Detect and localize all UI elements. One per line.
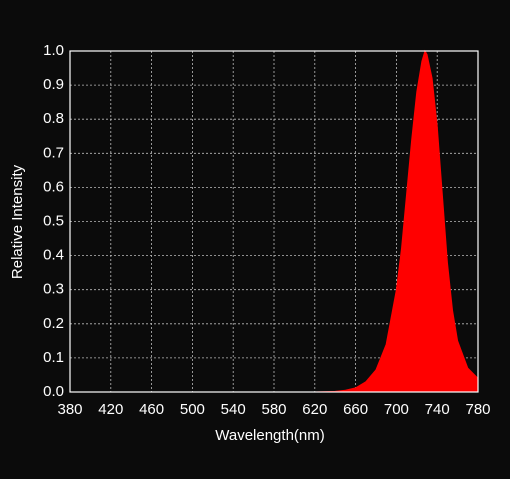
y-tick-label: 1.0 — [43, 42, 64, 59]
x-tick-label: 740 — [425, 401, 450, 418]
x-tick-label: 380 — [57, 401, 82, 418]
x-tick-label: 700 — [384, 401, 409, 418]
y-tick-label: 0.4 — [43, 247, 64, 264]
y-axis-title: Relative Intensity — [9, 164, 26, 279]
y-tick-label: 0.3 — [43, 281, 64, 298]
y-tick-label: 0.9 — [43, 76, 64, 93]
area — [70, 49, 479, 393]
y-tick-label: 0.7 — [43, 144, 64, 161]
x-tick-label: 540 — [221, 401, 246, 418]
x-tick-label: 780 — [465, 401, 490, 418]
x-tick-label: 620 — [302, 401, 327, 418]
y-tick-label: 0.0 — [43, 383, 64, 400]
x-tick-label: 660 — [343, 401, 368, 418]
x-tick-label: 460 — [139, 401, 164, 418]
x-axis-title: Wavelength(nm) — [215, 427, 324, 444]
plot-frame — [69, 50, 479, 393]
y-tick-label: 0.1 — [43, 349, 64, 366]
y-tick-label: 0.8 — [43, 110, 64, 127]
y-tick-label: 0.5 — [43, 212, 64, 229]
x-tick-label: 580 — [261, 401, 286, 418]
x-tick-label: 420 — [98, 401, 123, 418]
y-tick-label: 0.2 — [43, 315, 64, 332]
y-tick-label: 0.6 — [43, 178, 64, 195]
x-tick-label: 500 — [180, 401, 205, 418]
